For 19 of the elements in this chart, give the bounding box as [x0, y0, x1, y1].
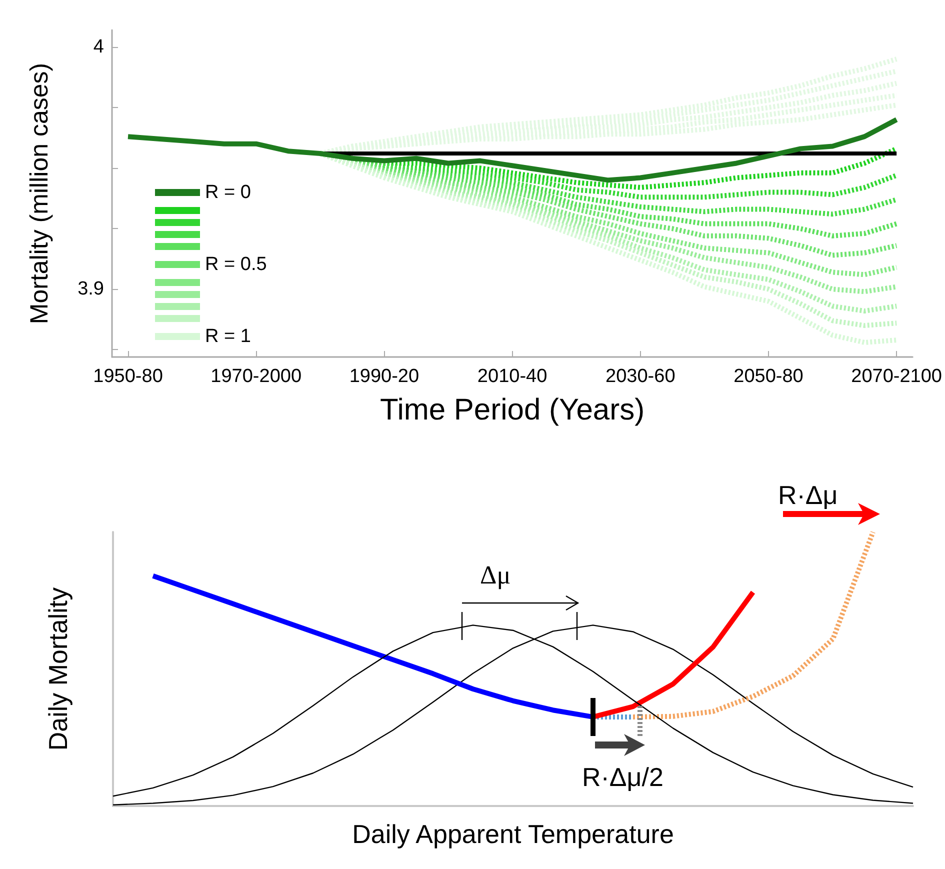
legend-label: R = 0.5	[205, 254, 267, 275]
y-tick-label: 4	[93, 36, 104, 58]
annotation: Δμ	[480, 560, 511, 590]
x-tick-label: 2070-2100	[851, 366, 942, 387]
x-tick-label: 1990-20	[349, 366, 420, 387]
legend-label: R = 0	[205, 182, 251, 203]
x-axis-title: Time Period (Years)	[380, 394, 645, 426]
y-axis-title: Mortality (million cases)	[26, 62, 54, 324]
x-tick-label: 1950-80	[93, 366, 163, 387]
x-tick-label: 2050-80	[734, 366, 804, 387]
text: R·Δμ	[778, 480, 838, 510]
x-axis-title: Daily Apparent Temperature	[352, 818, 674, 849]
x-tick-label: 2010-40	[477, 366, 548, 387]
annotation: R·Δμ/2	[582, 762, 664, 792]
x-tick-label: 1970-2000	[210, 366, 302, 387]
y-tick-label: 3.9	[78, 278, 104, 300]
x-tick-label: 2030-60	[606, 366, 676, 387]
legend-label: R = 1	[205, 326, 251, 347]
y-axis-title: Daily Mortality	[43, 587, 73, 751]
